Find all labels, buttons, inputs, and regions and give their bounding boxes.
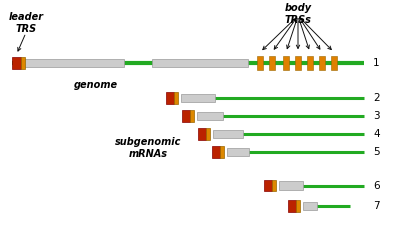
Bar [295,56,301,70]
Bar [320,56,325,70]
Bar [258,56,263,70]
Bar [174,92,178,104]
Text: genome: genome [74,80,118,90]
Bar [12,57,21,69]
Bar [288,200,296,212]
Text: 2: 2 [373,93,380,103]
Bar [279,181,303,190]
Bar [212,146,220,158]
Bar [182,110,190,122]
Text: 1: 1 [373,58,380,68]
Text: 5: 5 [373,147,380,157]
Bar [331,56,336,70]
Bar [166,92,174,104]
Bar [284,56,289,70]
Bar [197,112,223,120]
Text: 4: 4 [373,129,380,139]
Bar [152,59,248,67]
Text: subgenomic
mRNAs: subgenomic mRNAs [115,137,181,159]
Text: body
TRSs: body TRSs [284,3,312,25]
Text: 3: 3 [373,111,380,121]
Bar [206,128,210,140]
Bar [270,56,275,70]
Bar [264,180,272,191]
Bar [198,128,206,140]
Bar [303,202,317,210]
Bar [21,57,25,69]
Bar [190,110,194,122]
Bar [181,94,215,102]
Bar [308,56,313,70]
Bar [220,146,224,158]
Bar [213,130,243,138]
Text: 7: 7 [373,201,380,211]
Bar [20,59,124,67]
Bar [296,200,300,212]
Bar [272,180,276,191]
Text: leader
TRS: leader TRS [8,12,44,34]
Bar [227,148,249,156]
Text: 6: 6 [373,181,380,191]
